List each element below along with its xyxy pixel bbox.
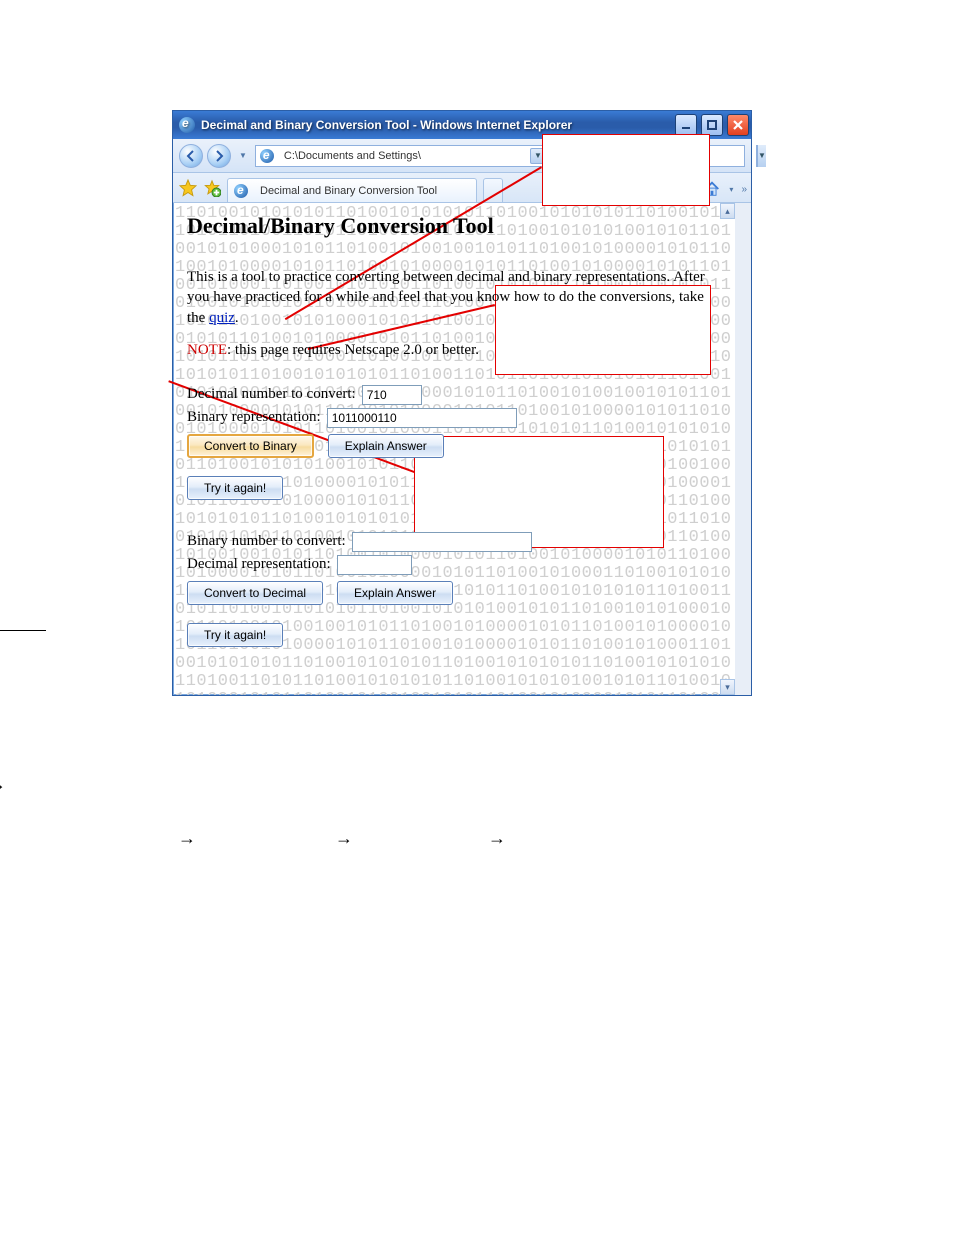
address-text: C:\Documents and Settings\ xyxy=(284,150,526,162)
binary-output-label: Binary representation: xyxy=(187,409,321,426)
explain-answer-button-2[interactable]: Explain Answer xyxy=(337,581,453,605)
explain-answer-button-1[interactable]: Explain Answer xyxy=(328,434,444,458)
intro-text-a: This is a tool to practice converting be… xyxy=(187,269,705,326)
note-text: : this page requires Netscape 2.0 or bet… xyxy=(227,342,479,358)
intro-paragraph: This is a tool to practice converting be… xyxy=(187,267,721,328)
annotation-box-1 xyxy=(542,134,710,206)
arrow-glyph-3: → xyxy=(335,828,353,849)
binary-input-row: Binary number to convert: xyxy=(187,532,721,552)
arrow-glyph-1: → xyxy=(0,774,6,795)
decimal-input[interactable] xyxy=(362,385,422,405)
home-dropdown-caret-icon[interactable]: ▾ xyxy=(725,185,737,194)
decimal-output-label: Decimal representation: xyxy=(187,556,331,573)
back-button[interactable] xyxy=(179,144,203,168)
window-title: Decimal and Binary Conversion Tool - Win… xyxy=(201,118,572,132)
convert-to-decimal-button[interactable]: Convert to Decimal xyxy=(187,581,323,605)
maximize-button[interactable] xyxy=(701,114,723,136)
history-dropdown-caret-icon[interactable]: ▼ xyxy=(235,151,251,160)
quiz-link[interactable]: quiz xyxy=(209,310,235,326)
try-again-button-1[interactable]: Try it again! xyxy=(187,476,283,500)
arrow-left-icon xyxy=(185,150,197,162)
try-again-button-2[interactable]: Try it again! xyxy=(187,623,283,647)
close-button[interactable] xyxy=(727,114,749,136)
note-label: NOTE xyxy=(187,342,227,358)
ie-page-icon xyxy=(260,149,274,163)
arrow-right-icon xyxy=(213,150,225,162)
page-body: Decimal/Binary Conversion Tool This is a… xyxy=(173,203,735,675)
add-favorite-icon[interactable] xyxy=(203,179,221,197)
try-again-row-1: Try it again! xyxy=(187,476,721,500)
underline-mark-1 xyxy=(0,630,46,631)
decimal-input-label: Decimal number to convert: xyxy=(187,386,356,403)
dec-to-bin-buttons: Convert to Binary Explain Answer xyxy=(187,434,721,458)
search-provider-dropdown-icon[interactable]: ▼ xyxy=(757,145,766,167)
ie-logo-icon xyxy=(179,117,195,133)
binary-output[interactable] xyxy=(327,408,517,428)
stage: Decimal and Binary Conversion Tool - Win… xyxy=(0,0,954,696)
scrollbar-down-button[interactable]: ▾ xyxy=(720,679,735,695)
intro-text-b: . xyxy=(235,310,239,326)
convert-to-binary-button[interactable]: Convert to Binary xyxy=(187,434,314,458)
page-heading: Decimal/Binary Conversion Tool xyxy=(187,213,721,239)
arrow-glyph-4: → xyxy=(488,828,506,849)
tab-favicon-icon xyxy=(234,184,248,198)
decimal-input-row: Decimal number to convert: xyxy=(187,385,721,405)
forward-button[interactable] xyxy=(207,144,231,168)
favorites-star-icon[interactable] xyxy=(179,179,197,197)
binary-input-label: Binary number to convert: xyxy=(187,533,346,550)
arrow-glyph-2: → xyxy=(178,828,196,849)
try-again-row-2: Try it again! xyxy=(187,623,721,647)
decimal-output[interactable] xyxy=(337,555,412,575)
binary-output-row: Binary representation: xyxy=(187,408,721,428)
tab-title: Decimal and Binary Conversion Tool xyxy=(260,185,437,197)
browser-tab[interactable]: Decimal and Binary Conversion Tool xyxy=(227,178,477,202)
binary-input[interactable] xyxy=(352,532,532,552)
minimize-button[interactable] xyxy=(675,114,697,136)
toolbar-overflow-icon[interactable]: » xyxy=(741,184,745,195)
browser-content: 1101001010101011010010101010110100101010… xyxy=(173,203,751,695)
address-bar[interactable]: C:\Documents and Settings\ ▼ xyxy=(255,145,549,167)
note-row: NOTE: this page requires Netscape 2.0 or… xyxy=(187,342,721,359)
bin-to-dec-buttons: Convert to Decimal Explain Answer xyxy=(187,581,721,605)
decimal-output-row: Decimal representation: xyxy=(187,555,721,575)
